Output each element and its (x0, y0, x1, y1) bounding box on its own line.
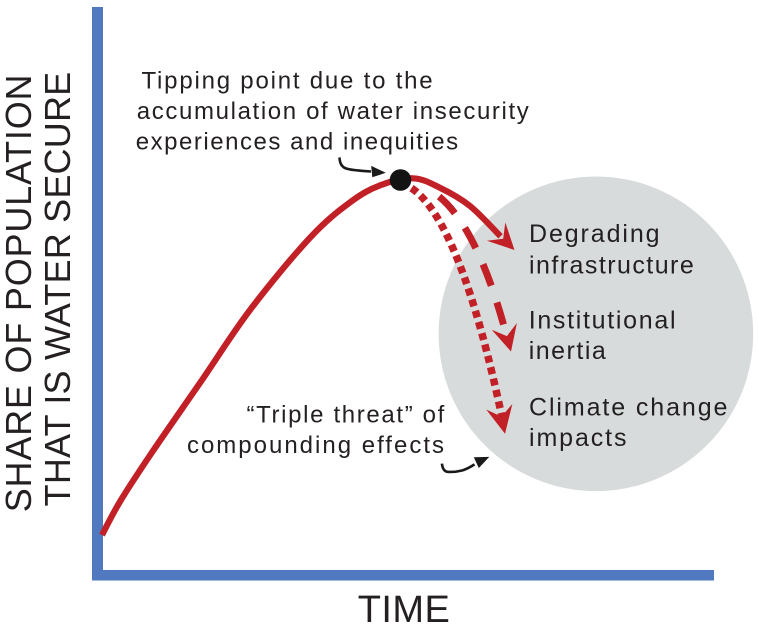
svg-text:TIME: TIME (358, 589, 451, 627)
svg-text:compounding effects: compounding effects (187, 432, 446, 459)
svg-text:accumulation of water insecuri: accumulation of water insecurity (137, 98, 531, 125)
svg-text:Tipping point due to the: Tipping point due to the (142, 68, 435, 95)
svg-text:inertia: inertia (529, 337, 608, 365)
svg-text:Institutional: Institutional (529, 307, 678, 335)
svg-text:Degrading: Degrading (529, 220, 661, 248)
svg-text:experiences and inequities: experiences and inequities (136, 129, 460, 156)
svg-text:“Triple threat” of: “Triple threat” of (246, 402, 446, 429)
svg-text:impacts: impacts (529, 424, 628, 452)
svg-text:THAT IS WATER SECURE: THAT IS WATER SECURE (37, 72, 78, 507)
svg-text:infrastructure: infrastructure (529, 252, 695, 280)
svg-text:Climate change: Climate change (529, 394, 729, 422)
svg-text:SHARE OF POPULATION: SHARE OF POPULATION (0, 74, 39, 513)
